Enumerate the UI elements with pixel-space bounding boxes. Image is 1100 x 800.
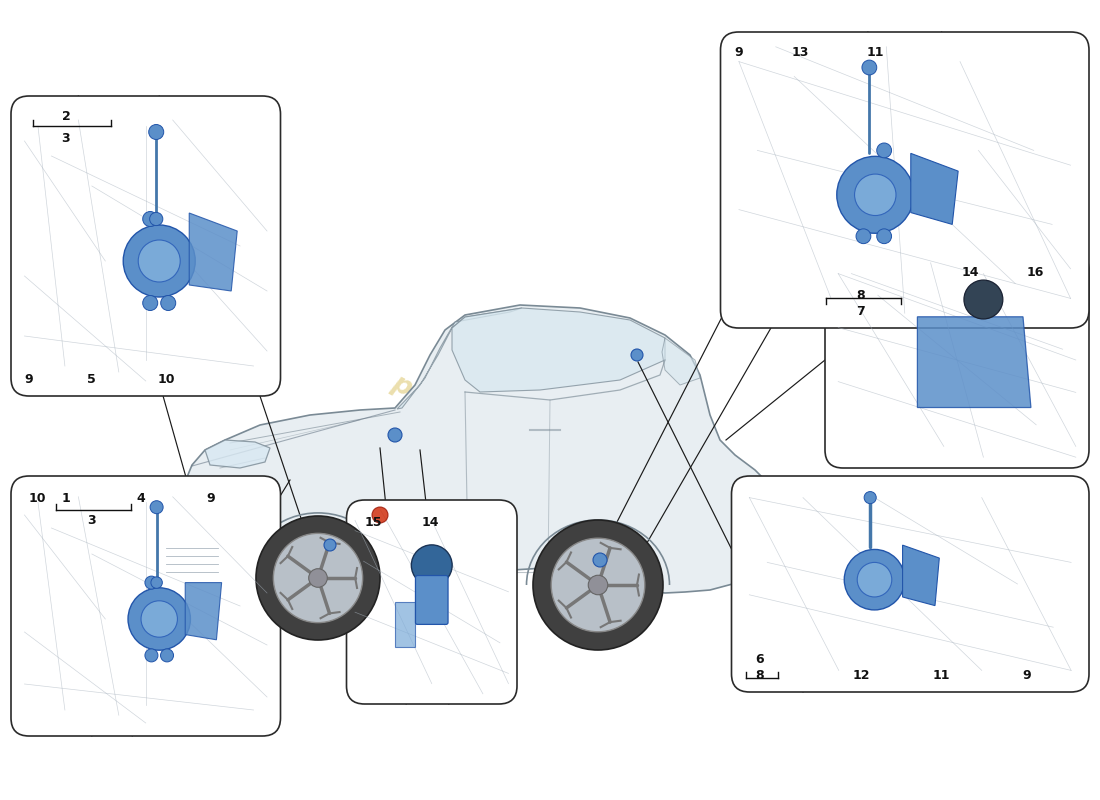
Circle shape — [877, 143, 891, 158]
FancyBboxPatch shape — [11, 96, 280, 396]
Circle shape — [309, 569, 328, 587]
Text: 8: 8 — [756, 669, 763, 682]
Text: 11: 11 — [867, 46, 884, 59]
Text: 9: 9 — [24, 373, 33, 386]
Circle shape — [837, 156, 914, 234]
Circle shape — [151, 577, 163, 588]
FancyBboxPatch shape — [720, 32, 1089, 328]
Circle shape — [256, 516, 380, 640]
Text: 14: 14 — [421, 516, 439, 529]
Circle shape — [148, 125, 164, 139]
Circle shape — [128, 588, 190, 650]
Polygon shape — [911, 154, 958, 224]
Text: 11: 11 — [933, 669, 950, 682]
Circle shape — [274, 534, 363, 622]
Text: 9: 9 — [1022, 669, 1031, 682]
Circle shape — [388, 428, 401, 442]
Text: 6: 6 — [756, 653, 763, 666]
Text: 3: 3 — [87, 514, 96, 527]
FancyBboxPatch shape — [732, 476, 1089, 692]
Polygon shape — [152, 305, 785, 593]
Polygon shape — [397, 308, 522, 409]
Circle shape — [324, 539, 336, 551]
Polygon shape — [903, 545, 939, 606]
Text: 8: 8 — [856, 289, 865, 302]
Circle shape — [964, 280, 1003, 319]
Circle shape — [845, 550, 904, 610]
Polygon shape — [662, 338, 700, 385]
Circle shape — [141, 601, 177, 637]
Circle shape — [123, 225, 195, 297]
FancyBboxPatch shape — [416, 575, 448, 624]
Text: 10: 10 — [157, 373, 175, 386]
Text: 10: 10 — [29, 492, 46, 505]
Circle shape — [877, 229, 891, 244]
Circle shape — [588, 575, 607, 594]
Polygon shape — [189, 213, 238, 291]
Circle shape — [551, 538, 645, 632]
Circle shape — [372, 507, 388, 523]
Circle shape — [161, 649, 174, 662]
Text: 3: 3 — [62, 132, 70, 145]
Circle shape — [150, 501, 163, 514]
Circle shape — [862, 60, 877, 75]
Circle shape — [631, 349, 644, 361]
Circle shape — [145, 576, 158, 589]
Text: 15: 15 — [364, 516, 382, 529]
Circle shape — [856, 229, 871, 244]
Polygon shape — [395, 602, 416, 647]
Circle shape — [865, 491, 877, 504]
Circle shape — [161, 295, 176, 310]
Text: passion for parts since 1961: passion for parts since 1961 — [388, 370, 772, 590]
Circle shape — [593, 553, 607, 567]
Circle shape — [143, 211, 157, 226]
Polygon shape — [758, 487, 785, 532]
Text: 4: 4 — [136, 492, 145, 505]
Polygon shape — [205, 440, 270, 468]
Text: 9: 9 — [207, 492, 216, 505]
Circle shape — [855, 174, 896, 215]
Circle shape — [411, 545, 452, 586]
Polygon shape — [160, 540, 220, 580]
Text: 1: 1 — [62, 492, 70, 505]
Circle shape — [857, 562, 892, 597]
Polygon shape — [452, 308, 666, 392]
Circle shape — [145, 649, 158, 662]
Text: 12: 12 — [852, 669, 870, 682]
Circle shape — [139, 240, 180, 282]
FancyBboxPatch shape — [346, 500, 517, 704]
Text: 16: 16 — [1026, 266, 1044, 279]
Circle shape — [150, 212, 163, 226]
Text: 7: 7 — [856, 305, 865, 318]
Circle shape — [534, 520, 663, 650]
Text: 5: 5 — [87, 373, 96, 386]
Text: 2: 2 — [62, 110, 70, 123]
Polygon shape — [917, 317, 1031, 407]
Text: 14: 14 — [961, 266, 979, 279]
Circle shape — [143, 295, 157, 310]
Text: 13: 13 — [792, 46, 810, 59]
FancyBboxPatch shape — [11, 476, 280, 736]
FancyBboxPatch shape — [825, 252, 1089, 468]
Text: 9: 9 — [734, 46, 742, 59]
Polygon shape — [185, 582, 221, 640]
